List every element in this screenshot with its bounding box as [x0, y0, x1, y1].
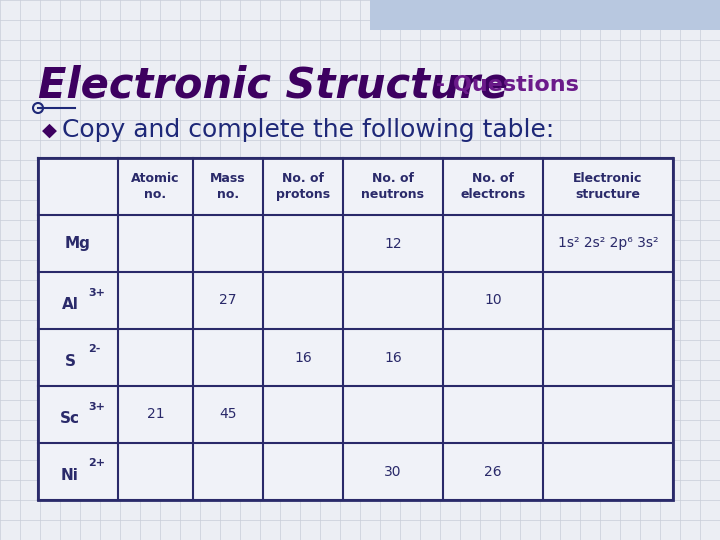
Text: 26: 26 — [484, 464, 502, 478]
Text: Electronic
structure: Electronic structure — [573, 172, 643, 201]
Text: 30: 30 — [384, 464, 402, 478]
Text: No. of
electrons: No. of electrons — [460, 172, 526, 201]
Text: Ni: Ni — [61, 468, 79, 483]
Text: 45: 45 — [220, 408, 237, 422]
Text: No. of
protons: No. of protons — [276, 172, 330, 201]
Text: 12: 12 — [384, 237, 402, 251]
Text: No. of
neutrons: No. of neutrons — [361, 172, 425, 201]
Text: 10: 10 — [484, 294, 502, 307]
Text: Mass
no.: Mass no. — [210, 172, 246, 201]
Text: Copy and complete the following table:: Copy and complete the following table: — [62, 118, 554, 142]
Text: 27: 27 — [220, 294, 237, 307]
Text: Sc: Sc — [60, 411, 80, 426]
Text: 1s² 2s² 2p⁶ 3s²: 1s² 2s² 2p⁶ 3s² — [558, 237, 658, 251]
Text: 16: 16 — [294, 350, 312, 365]
Bar — [370, 0, 720, 30]
Text: 21: 21 — [147, 408, 164, 422]
Text: Electronic Structure: Electronic Structure — [38, 64, 508, 106]
Text: 16: 16 — [384, 350, 402, 365]
Text: 2-: 2- — [88, 345, 100, 354]
Text: 3+: 3+ — [88, 402, 105, 411]
Text: Mg: Mg — [65, 236, 91, 251]
Text: ◆: ◆ — [42, 120, 57, 139]
Text: Atomic
no.: Atomic no. — [131, 172, 180, 201]
Bar — [38, 158, 673, 500]
Text: - Questions: - Questions — [428, 75, 579, 95]
Text: Al: Al — [62, 297, 78, 312]
Text: 3+: 3+ — [88, 287, 105, 298]
Text: 2+: 2+ — [88, 458, 105, 469]
Text: S: S — [65, 354, 76, 369]
